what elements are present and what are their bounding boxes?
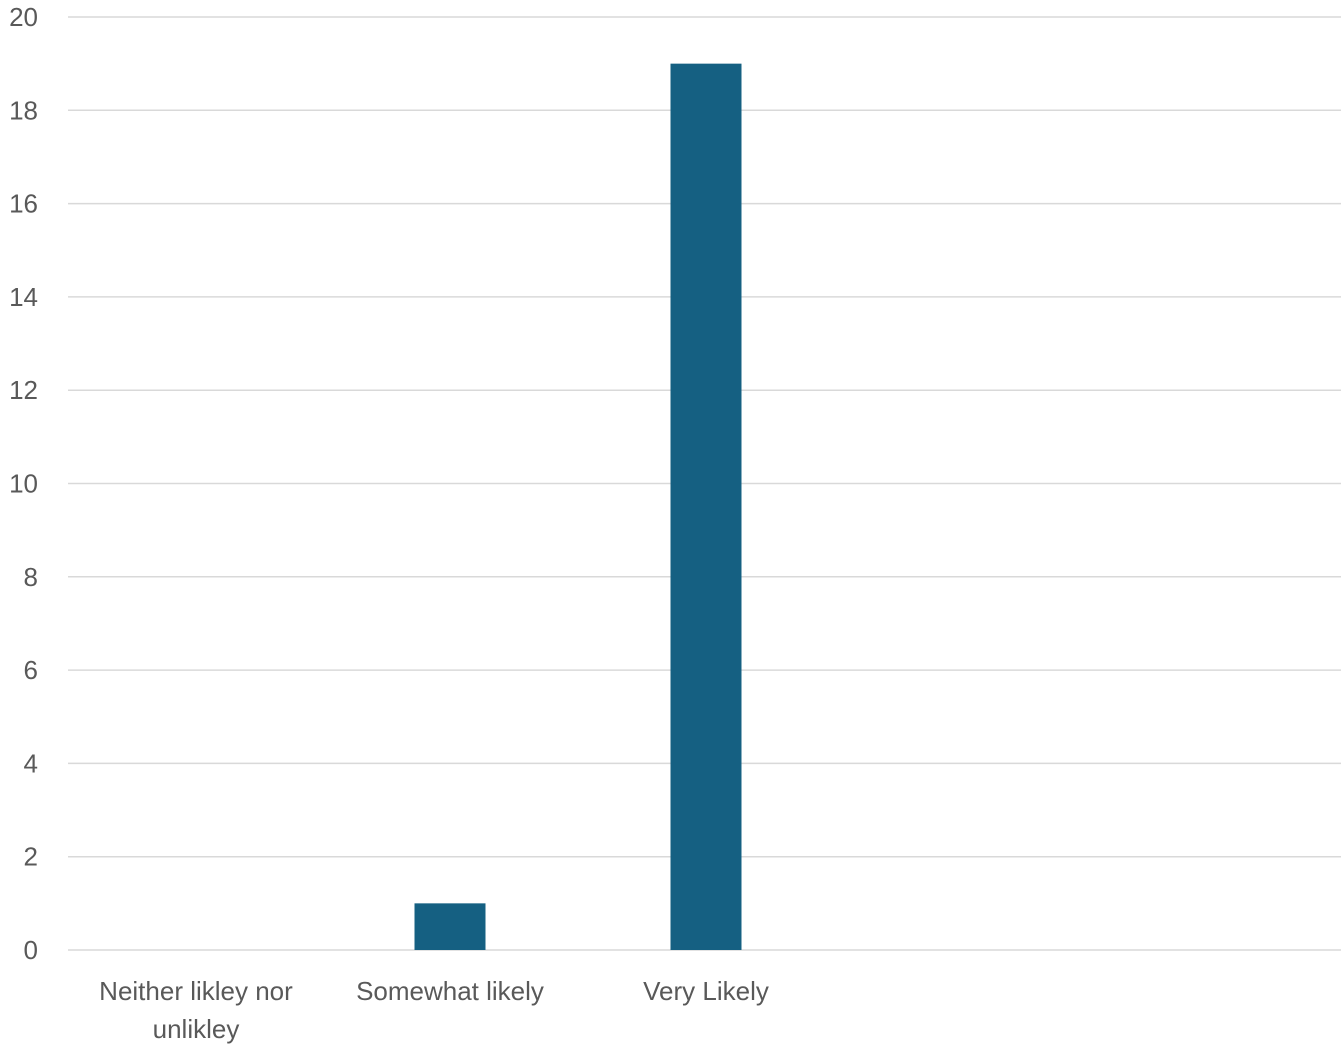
- y-tick-label-14: 14: [9, 282, 38, 312]
- x-category-label-1: Neither likley nor unlikley: [99, 976, 293, 1044]
- bar-2: [414, 903, 486, 950]
- y-tick-label-8: 8: [24, 562, 38, 592]
- x-axis-categories: Neither likley nor unlikley Somewhat likel…: [99, 976, 769, 1044]
- x-category-label-1-line-2: unlikley: [153, 1014, 240, 1044]
- x-category-label-1-line-1: Neither likley nor: [99, 976, 293, 1006]
- y-axis-ticks: 0 2 4 6 8 10 12 14 16 18 20: [9, 2, 38, 965]
- y-tick-label-6: 6: [24, 655, 38, 685]
- y-tick-label-0: 0: [24, 935, 38, 965]
- y-tick-label-4: 4: [24, 748, 38, 778]
- y-tick-label-12: 12: [9, 375, 38, 405]
- y-tick-label-16: 16: [9, 189, 38, 219]
- x-category-label-3: Very Likely: [643, 976, 769, 1006]
- bar-3: [670, 63, 742, 950]
- x-category-label-3-line-1: Very Likely: [643, 976, 769, 1006]
- y-tick-label-18: 18: [9, 95, 38, 125]
- x-category-label-2: Somewhat likely: [356, 976, 544, 1006]
- y-tick-label-20: 20: [9, 2, 38, 32]
- y-tick-label-10: 10: [9, 469, 38, 499]
- x-category-label-2-line-1: Somewhat likely: [356, 976, 544, 1006]
- y-tick-label-2: 2: [24, 842, 38, 872]
- bars: [414, 63, 742, 950]
